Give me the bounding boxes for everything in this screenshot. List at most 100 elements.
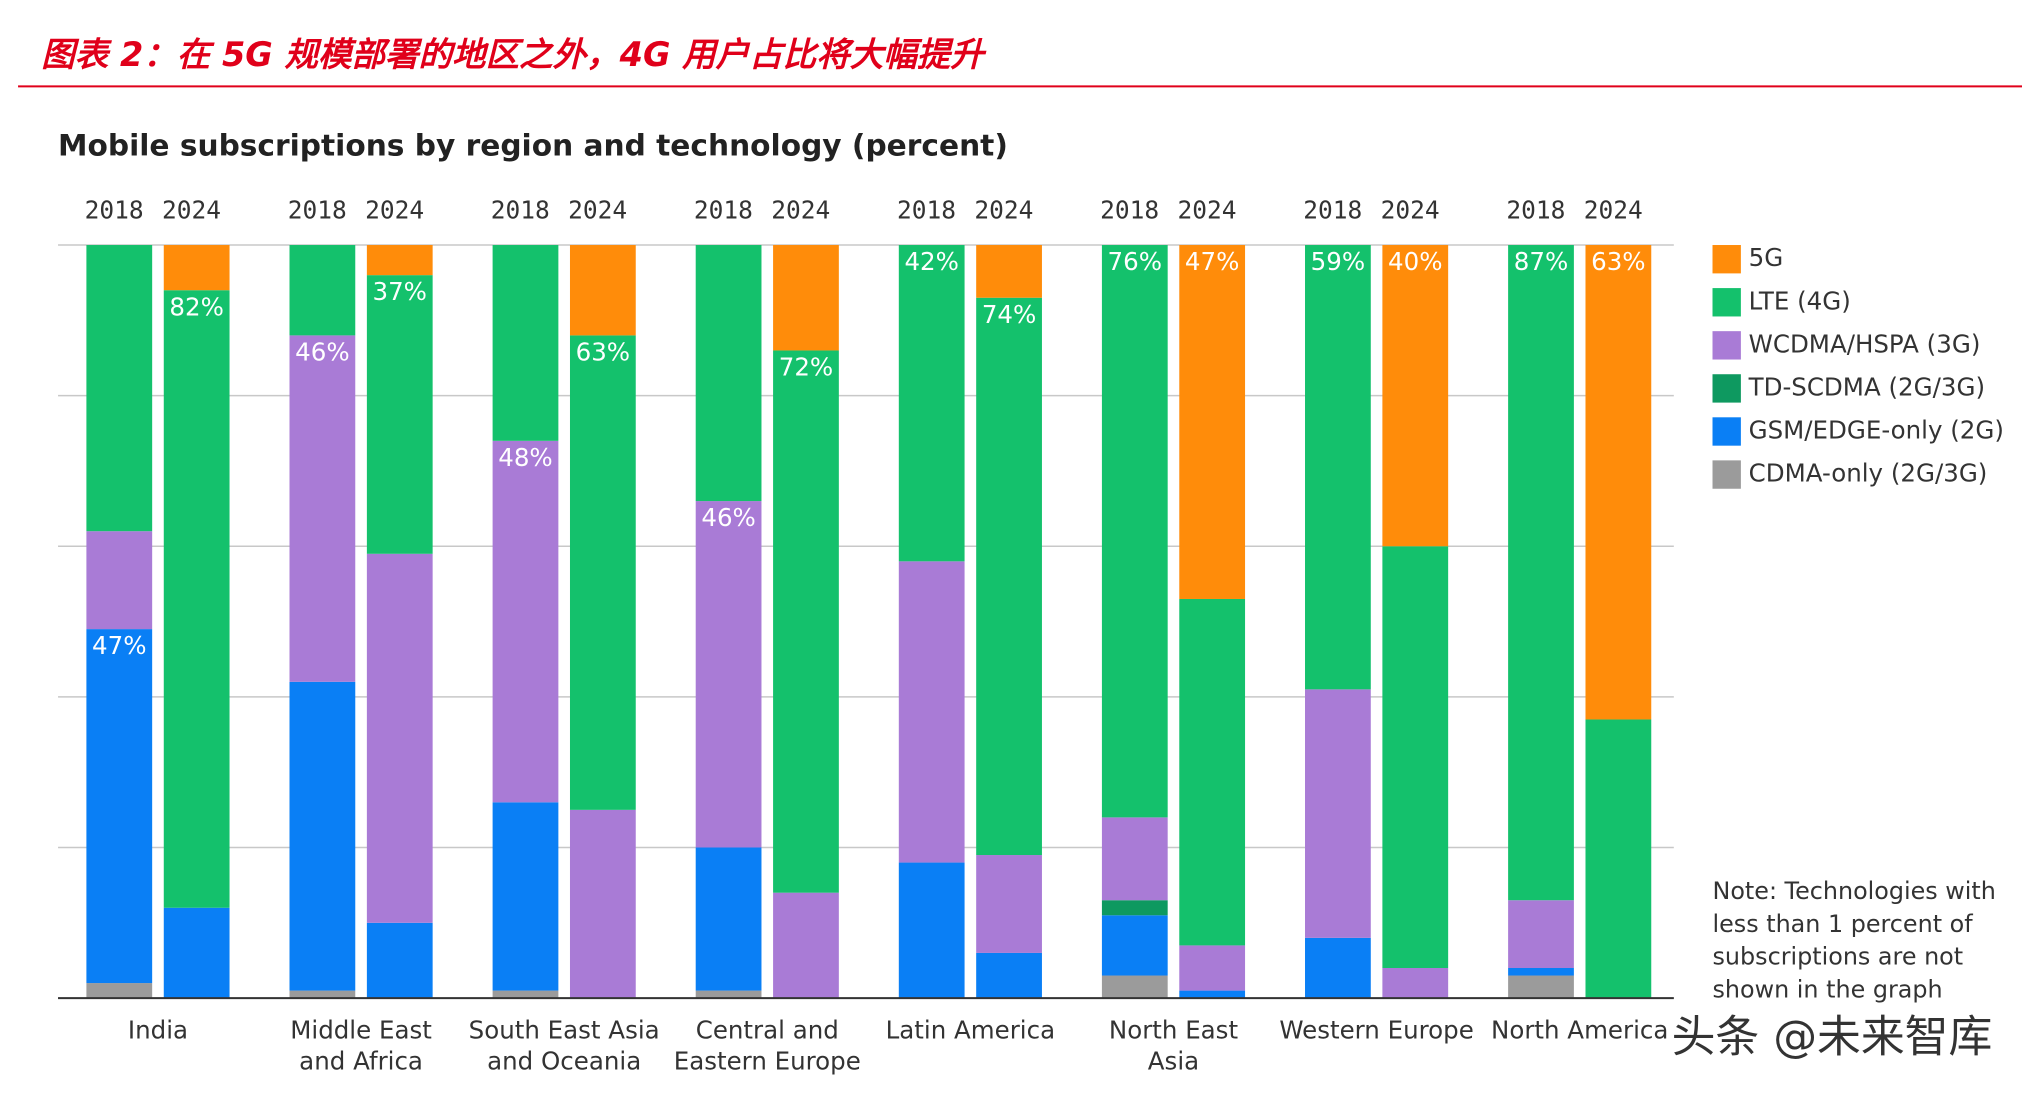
bar-segment [492,440,559,803]
legend-label: LTE (4G) [1749,286,1851,315]
bar-segment [492,802,559,991]
value-label: 42% [904,247,958,276]
legend-swatch [1712,288,1741,317]
bar-segment [976,297,1042,856]
value-label: 46% [295,337,349,366]
bar-segment [289,335,356,682]
legend-swatch [1712,417,1741,446]
legend-label: CDMA-only (2G/3G) [1749,459,1988,488]
legend-label: WCDMA/HSPA (3G) [1749,329,1981,358]
group-label: Latin America [886,1016,1055,1045]
bar-segment [366,553,433,923]
bar-segment [492,245,559,441]
x-tick-label: 2024 [568,195,627,224]
bar-segment [86,245,153,532]
bar-segment [1179,598,1246,946]
x-tick-label: 2018 [897,195,956,224]
value-label: 46% [701,503,755,532]
bar-segment [569,809,636,999]
group-label: Middle East [290,1016,432,1045]
bar-segment [163,290,230,908]
bar-segment [289,990,356,999]
bar-segment [1305,937,1371,999]
note: subscriptions are not [1713,943,1964,971]
x-tick-label: 2024 [771,195,830,224]
bar-segment [773,892,839,999]
bar-segment [695,990,762,999]
note: less than 1 percent of [1713,910,1974,938]
note: shown in the graph [1713,976,1943,1004]
note: Note: Technologies with [1713,877,1996,905]
bar-segment [86,983,153,999]
value-label: 37% [373,277,427,306]
bar-segment [1508,900,1574,968]
bar-segment [1101,900,1168,916]
bar-segment [898,862,965,999]
bar-segment [86,629,153,984]
x-tick-label: 2018 [694,195,753,224]
x-tick-label: 2024 [974,195,1033,224]
bar-segment [695,847,762,991]
bar-segment [163,245,230,291]
page-title: 图表 2：在 5G 规模部署的地区之外，4G 用户占比将大幅提升 [41,35,987,74]
bar-segment [773,350,839,893]
value-label: 59% [1311,247,1365,276]
bar-segment [1101,915,1168,976]
value-label: 82% [169,292,223,321]
value-label: 87% [1514,247,1568,276]
bar-segment [1305,245,1371,690]
bar-segment [366,245,433,276]
bar-segment [1382,245,1449,547]
x-tick-label: 2024 [1584,195,1643,224]
bar-segment [976,855,1042,953]
bar-segment [366,922,433,999]
bar-segment [1585,245,1652,720]
bar-segment [1508,975,1574,999]
bar-segment [569,245,636,336]
bar-segment [898,561,965,863]
value-label: 63% [576,337,630,366]
group-label: Asia [1148,1047,1199,1076]
legend-swatch [1712,245,1741,274]
bar-segment [1179,945,1246,991]
group-label: India [128,1016,188,1045]
value-label: 74% [982,300,1036,329]
x-tick-label: 2024 [1381,195,1440,224]
bar-segment [289,681,356,991]
value-label: 76% [1108,247,1162,276]
x-tick-label: 2018 [85,195,144,224]
value-label: 47% [1185,247,1239,276]
x-tick-label: 2018 [491,195,550,224]
watermark: 头条 @未来智库 [1672,1011,1993,1062]
bar-segment [289,245,356,336]
legend-swatch [1712,374,1741,403]
bar-segment [163,907,230,999]
bar-segment [1382,968,1449,999]
bar-segment [976,952,1042,999]
bar-segment [695,501,762,848]
value-label: 48% [498,443,552,472]
legend-label: TD-SCDMA (2G/3G) [1748,372,1985,401]
group-label: South East Asia [469,1016,660,1045]
x-tick-label: 2024 [365,195,424,224]
legend-label: 5G [1749,243,1784,272]
bar-segment [1585,719,1652,999]
bar-segment [86,531,153,630]
value-label: 63% [1591,247,1645,276]
value-label: 40% [1388,247,1442,276]
bar-segment [1508,968,1574,976]
group-label: and Africa [299,1047,423,1076]
bar-segment [1179,990,1246,999]
bar-segment [695,245,762,502]
value-label: 72% [779,353,833,382]
legend-swatch [1712,331,1741,360]
group-label: North East [1109,1016,1239,1045]
bar-segment [1508,245,1574,901]
bar-segment [898,245,965,562]
bar-segment [773,245,839,351]
group-label: Eastern Europe [674,1047,861,1076]
value-label: 47% [92,631,146,660]
group-label: and Oceania [487,1047,641,1076]
legend-swatch [1712,460,1741,489]
